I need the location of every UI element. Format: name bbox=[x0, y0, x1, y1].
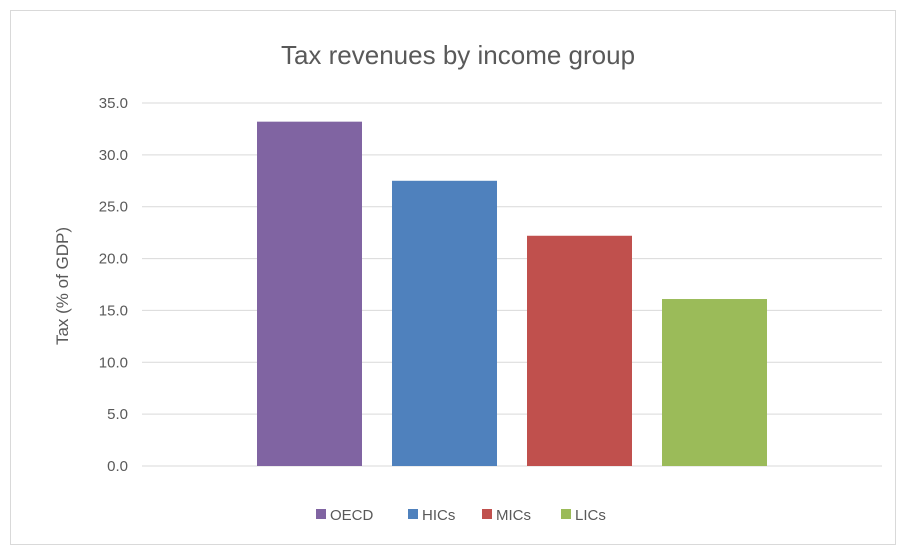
legend-label: LICs bbox=[575, 507, 606, 524]
bar-mics bbox=[527, 235, 632, 466]
legend-swatch bbox=[408, 509, 418, 519]
bar-hics bbox=[392, 180, 497, 467]
legend-item-oecd: OECD bbox=[316, 507, 374, 524]
y-axis-ticks: 0.0 5.0 10.0 15.0 20.0 25.0 30.0 35.0 bbox=[99, 95, 128, 475]
y-tick-label: 20.0 bbox=[99, 251, 128, 268]
legend-label: HICs bbox=[422, 507, 455, 524]
chart-title: Tax revenues by income group bbox=[281, 40, 635, 70]
gridlines bbox=[142, 102, 882, 467]
legend-swatch bbox=[316, 509, 326, 519]
y-tick-label: 5.0 bbox=[107, 406, 128, 423]
legend-label: OECD bbox=[330, 507, 374, 524]
bar-oecd bbox=[257, 121, 362, 466]
y-tick-label: 0.0 bbox=[107, 458, 128, 475]
legend-item-hics: HICs bbox=[408, 507, 455, 524]
y-tick-label: 30.0 bbox=[99, 147, 128, 164]
legend-swatch bbox=[561, 509, 571, 519]
legend-item-lics: LICs bbox=[561, 507, 606, 524]
y-tick-label: 10.0 bbox=[99, 354, 128, 371]
y-axis-label: Tax (% of GDP) bbox=[53, 227, 72, 345]
bars bbox=[257, 121, 767, 467]
legend-label: MICs bbox=[496, 507, 531, 524]
y-tick-label: 15.0 bbox=[99, 302, 128, 319]
y-tick-label: 35.0 bbox=[99, 95, 128, 112]
bar-lics bbox=[662, 299, 767, 466]
legend: OECD HICs MICs LICs bbox=[316, 507, 606, 524]
legend-item-mics: MICs bbox=[482, 507, 531, 524]
legend-swatch bbox=[482, 509, 492, 519]
y-tick-label: 25.0 bbox=[99, 199, 128, 216]
